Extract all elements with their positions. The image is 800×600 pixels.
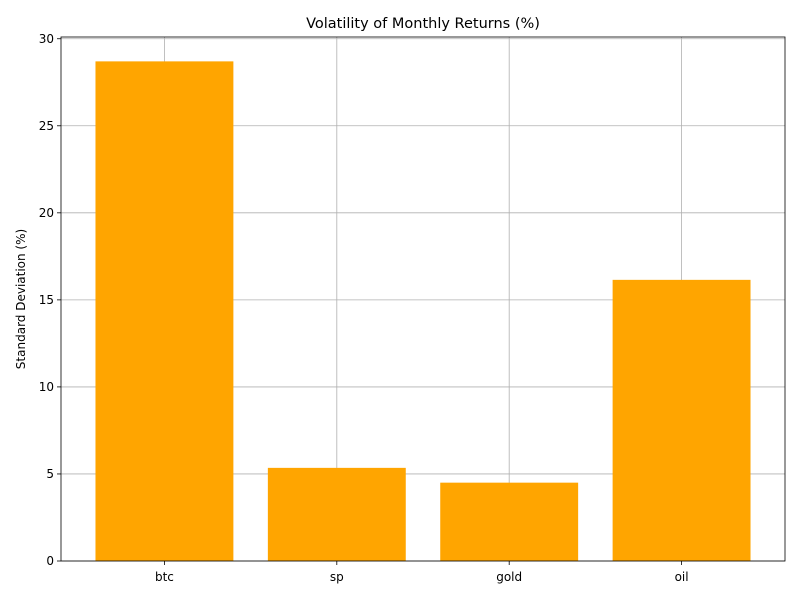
axes: [57, 36, 786, 565]
bars: [95, 61, 751, 561]
x-tick-label-sp: sp: [330, 570, 344, 584]
y-tick-label: 10: [39, 380, 54, 394]
tick-labels: 0 5 10 15 20 25 30 btc sp gold oil: [39, 32, 689, 584]
y-tick-label: 5: [46, 467, 54, 481]
y-tick-label: 25: [39, 119, 54, 133]
bar-sp: [267, 467, 406, 561]
bar-gold: [440, 482, 579, 561]
plot-frame: [60, 36, 786, 562]
x-tick-label-gold: gold: [496, 570, 522, 584]
y-tick-label: 0: [46, 554, 54, 568]
chart-title: Volatility of Monthly Returns (%): [306, 16, 540, 32]
y-tick-label: 15: [39, 293, 54, 307]
y-tick-label: 30: [39, 32, 54, 46]
bar-btc: [95, 61, 234, 561]
x-tick-label-btc: btc: [155, 570, 174, 584]
x-tick-label-oil: oil: [675, 570, 689, 584]
y-tick-label: 20: [39, 206, 54, 220]
y-axis-label: Standard Deviation (%): [14, 229, 28, 369]
bar-oil: [612, 279, 751, 561]
